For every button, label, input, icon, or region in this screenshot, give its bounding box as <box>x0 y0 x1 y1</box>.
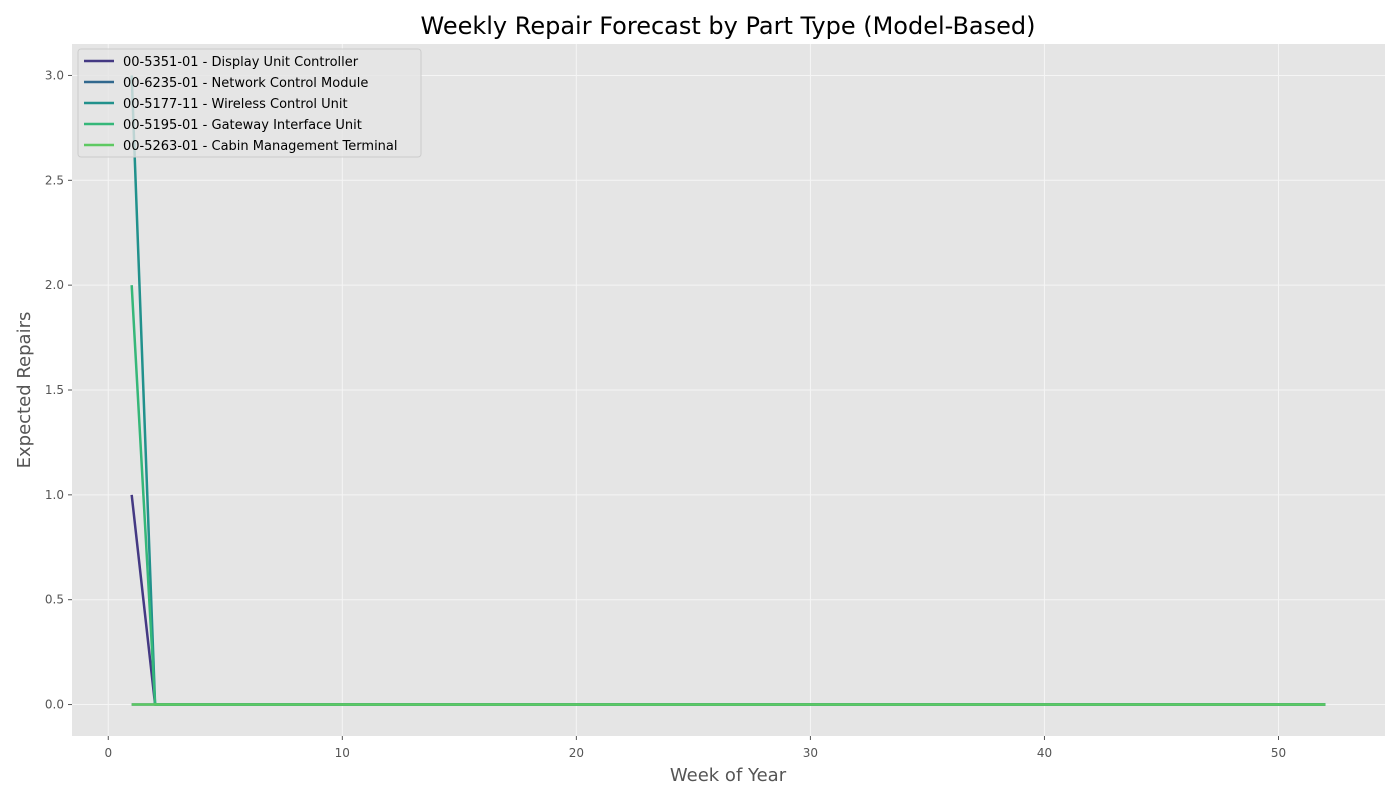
legend-entry: 00-5177-11 - Wireless Control Unit <box>123 97 348 112</box>
series-lines <box>130 75 1326 706</box>
legend-entry: 00-6235-01 - Network Control Module <box>123 76 368 91</box>
legend-entry: 00-5195-01 - Gateway Interface Unit <box>123 118 362 133</box>
legend-entry: 00-5263-01 - Cabin Management Terminal <box>123 139 398 154</box>
chart-title: Weekly Repair Forecast by Part Type (Mod… <box>421 12 1036 40</box>
x-axis-label: Week of Year <box>670 765 787 786</box>
legend: 00-5351-01 - Display Unit Controller 00-6… <box>77 48 422 158</box>
x-tick-label: 30 <box>803 746 818 760</box>
x-tick-label: 20 <box>569 746 584 760</box>
y-tick-label: 2.5 <box>45 173 64 187</box>
x-tick-label: 40 <box>1037 746 1052 760</box>
legend-entry: 00-5351-01 - Display Unit Controller <box>123 55 359 70</box>
x-tick-label: 50 <box>1271 746 1286 760</box>
legend-items: 00-5351-01 - Display Unit Controller 00-6… <box>84 55 398 154</box>
y-tick-label: 1.0 <box>45 488 64 502</box>
x-tick-label: 10 <box>335 746 350 760</box>
legend-box <box>77 48 422 158</box>
y-axis-label: Expected Repairs <box>14 312 35 469</box>
y-tick-label: 1.5 <box>45 383 64 397</box>
y-tick-label: 2.0 <box>45 278 64 292</box>
x-axis-ticks: 0 10 20 30 40 50 <box>104 736 1286 760</box>
y-tick-label: 3.0 <box>45 68 64 82</box>
y-tick-label: 0.0 <box>45 698 64 712</box>
y-axis-ticks: 0.0 0.5 1.0 1.5 2.0 2.5 3.0 <box>45 68 72 712</box>
y-tick-label: 0.5 <box>45 593 64 607</box>
x-tick-label: 0 <box>104 746 112 760</box>
